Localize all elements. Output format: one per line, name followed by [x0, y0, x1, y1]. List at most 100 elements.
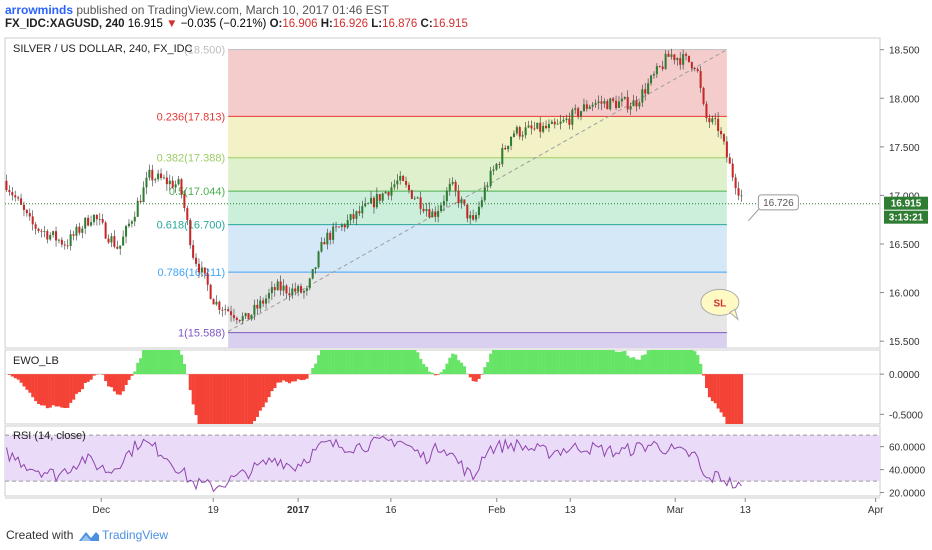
- candle-body: [37, 228, 40, 231]
- ewo-bar: [162, 350, 166, 375]
- candle-body: [375, 194, 378, 208]
- ewo-bar: [19, 374, 23, 383]
- ewo-bar: [518, 350, 522, 375]
- ewo-bar: [317, 355, 321, 375]
- candle-body: [685, 54, 688, 56]
- candle-body: [378, 194, 381, 201]
- ewo-bar: [605, 350, 609, 375]
- ewo-bar: [296, 374, 300, 380]
- candle-body: [463, 199, 466, 205]
- candle-body: [186, 208, 189, 221]
- ewo-bar: [497, 350, 502, 375]
- ewo-bar: [527, 350, 531, 375]
- candle-body: [113, 236, 116, 247]
- candle-body: [209, 284, 212, 299]
- candle-body: [364, 203, 367, 207]
- ewo-bar: [42, 374, 47, 406]
- ewo-bar: [515, 350, 519, 375]
- ewo-bar: [264, 374, 268, 403]
- ewo-bar: [10, 374, 14, 377]
- candle-body: [294, 288, 297, 292]
- ewo-bar: [86, 374, 90, 382]
- candle-body: [171, 180, 174, 188]
- ewo-bar: [302, 374, 306, 380]
- candle-body: [603, 101, 606, 104]
- ewo-bar: [314, 363, 318, 375]
- fib-zone: [228, 116, 727, 158]
- ewo-bar: [355, 350, 359, 375]
- time-tick-label: Apr: [868, 505, 884, 516]
- candle-body: [580, 111, 583, 117]
- ewo-bar: [328, 350, 332, 375]
- candle-body: [206, 273, 209, 285]
- time-tick-label: 2017: [287, 505, 310, 516]
- candle-body: [702, 88, 705, 104]
- candle-body: [262, 300, 265, 304]
- candle-body: [690, 62, 693, 69]
- ewo-bar: [433, 374, 437, 376]
- ewo-bar: [7, 374, 12, 375]
- candle-body: [288, 293, 291, 296]
- rsi-tick-label: 40.0000: [889, 466, 926, 477]
- candle-body: [679, 58, 682, 65]
- candle-body: [320, 241, 323, 252]
- candle-body: [495, 163, 498, 170]
- rsi-pane[interactable]: RSI (14, close) 60.0000 40.0000 20.0000: [4, 425, 926, 500]
- ewo-bar: [629, 357, 633, 375]
- candle-body: [469, 215, 472, 219]
- low-label: L:: [371, 18, 383, 30]
- ewo-bar: [13, 374, 17, 379]
- candle-body: [623, 96, 626, 99]
- ewo-bar: [439, 372, 443, 375]
- candle-body: [165, 177, 168, 185]
- ewo-bar: [145, 350, 149, 375]
- candle-body: [314, 267, 317, 270]
- candle-body: [714, 118, 717, 120]
- candle-body: [483, 187, 486, 201]
- high-value: 16.926: [332, 18, 369, 30]
- author-link[interactable]: arrowminds: [5, 3, 74, 17]
- time-tick-label: Mar: [667, 505, 685, 516]
- ewo-bar: [535, 350, 539, 375]
- ewo-bar: [445, 363, 449, 375]
- ewo-bar: [404, 350, 408, 375]
- tradingview-brand[interactable]: TradingView: [102, 528, 169, 542]
- time-tick-label: 13: [565, 505, 577, 516]
- candle-body: [405, 180, 408, 185]
- candle-body: [224, 309, 227, 311]
- open-label: O:: [269, 18, 283, 30]
- ewo-bar: [740, 374, 744, 424]
- ewo-bar: [416, 352, 420, 375]
- ewo-bar: [401, 350, 405, 375]
- ewo-bar: [436, 374, 440, 375]
- ewo-bar: [238, 374, 242, 424]
- candle-body: [647, 83, 650, 94]
- ewo-bar: [40, 374, 44, 406]
- candle-body: [125, 226, 128, 237]
- ewo-pane[interactable]: EWO_LB 0.0000 -0.5000: [4, 349, 923, 425]
- candle-body: [440, 205, 443, 211]
- price-tick-label: 16.000: [889, 289, 920, 300]
- countdown-tag-text: 3:13:21: [889, 213, 924, 224]
- ewo-bar: [492, 350, 496, 375]
- time-axis: Dec 19 2017 16 Feb 13 Mar 13 Apr: [5, 497, 884, 516]
- ewo-bar: [684, 350, 688, 375]
- candle-body: [157, 173, 160, 180]
- chart-canvas[interactable]: (18.500) 0.236(17.813) 0.382(17.388) 0.5(17…: [0, 0, 932, 520]
- candle-body: [133, 216, 136, 222]
- candle-body: [393, 184, 396, 188]
- price-pane[interactable]: (18.500) 0.236(17.813) 0.382(17.388) 0.5(17…: [4, 37, 928, 349]
- candle-body: [273, 287, 276, 291]
- candle-body: [609, 98, 612, 110]
- ewo-bar: [582, 350, 586, 375]
- footer: Created with TradingView: [0, 520, 932, 550]
- ewo-bar: [369, 350, 373, 375]
- candle-body: [40, 230, 43, 232]
- candle-body: [46, 231, 49, 240]
- ewo-bar: [142, 350, 146, 375]
- ewo-bar: [611, 350, 615, 375]
- ewo-bar: [104, 374, 108, 382]
- ewo-bar: [177, 350, 181, 375]
- ewo-bar: [115, 374, 119, 395]
- created-with-text: Created with: [6, 528, 74, 542]
